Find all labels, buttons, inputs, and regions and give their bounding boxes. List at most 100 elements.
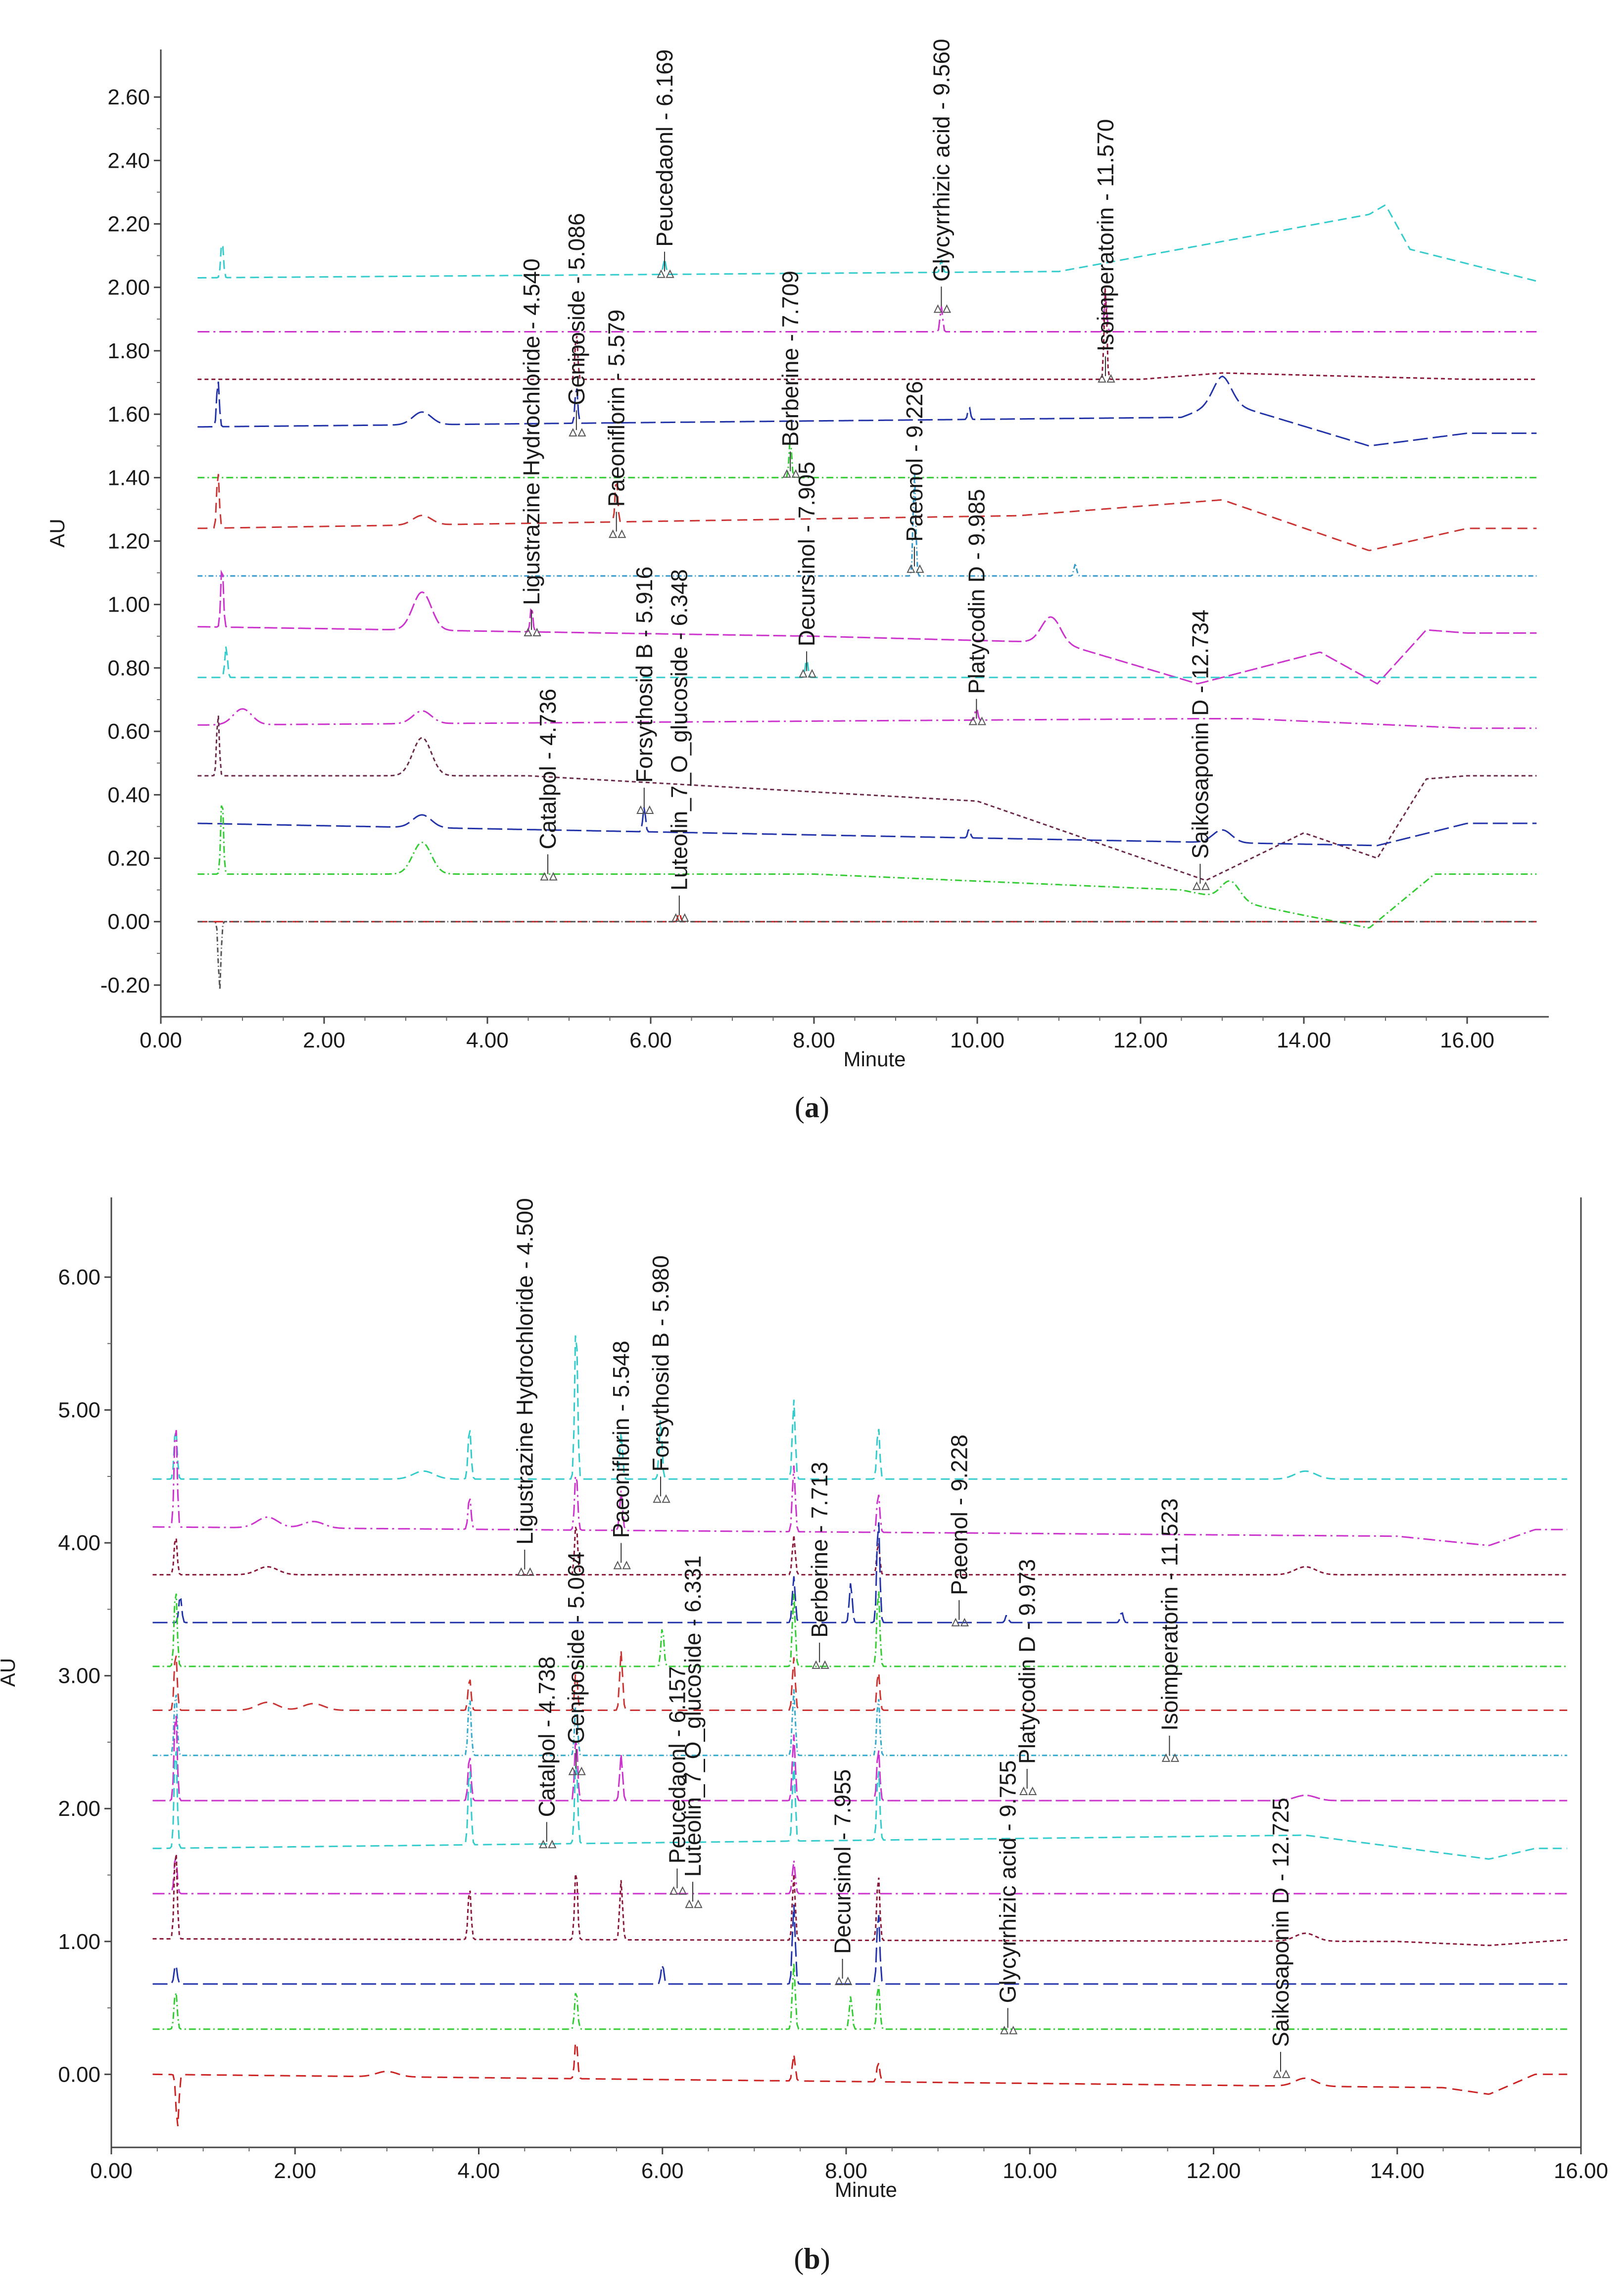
peak-label: Paeoniflorin - 5.579: [604, 309, 629, 507]
chromatogram-trace: [152, 1522, 1568, 1623]
x-axis-label: Minute: [835, 2178, 897, 2201]
peak-integration-marker: [517, 1567, 534, 1576]
y-tick-label: 2.40: [107, 148, 150, 173]
y-tick-label: 0.60: [107, 719, 150, 744]
peak-integration-marker: [1192, 881, 1210, 890]
panel-a-caption: (a): [795, 1091, 829, 1124]
peak-integration-marker: [540, 872, 558, 881]
peak-integration-marker: [669, 1886, 687, 1895]
y-tick-label: 4.00: [58, 1531, 100, 1555]
y-tick-label: 1.40: [107, 466, 150, 490]
x-tick-label: 12.00: [1186, 2159, 1241, 2183]
chromatogram-trace: [152, 1963, 1568, 2030]
chromatogram-trace: [152, 1591, 1568, 1667]
chromatogram-trace: [197, 287, 1537, 380]
x-tick-label: 16.00: [1440, 1028, 1494, 1052]
chromatogram-trace: [197, 921, 1537, 990]
peak-label: Luteolin_7_O_glucoside - 6.348: [667, 569, 692, 891]
peak-label: Saikosaponin D - 12.734: [1187, 610, 1213, 859]
peak-label: Paeoniflorin - 5.548: [608, 1341, 634, 1538]
peak-label: Decursinol - 7.955: [830, 1769, 856, 1954]
peak-label: Berberine - 7.713: [807, 1462, 832, 1637]
peak-label: Glycyrrhizic acid - 9.560: [928, 39, 954, 282]
x-tick-label: 14.00: [1370, 2159, 1425, 2183]
y-tick-label: 0.00: [58, 2062, 100, 2087]
peak-label: Paeonol - 9.228: [946, 1434, 972, 1595]
peak-label: Isoimperatorin - 11.570: [1093, 119, 1118, 352]
peak-label: Catalpol - 4.738: [534, 1657, 560, 1817]
chromatogram-trace: [197, 715, 1537, 881]
peak-label: Ligustrazine Hydrochloride - 4.500: [512, 1198, 537, 1545]
peak-label: Decursinol - 7.905: [794, 462, 819, 646]
peak-integration-marker: [657, 269, 674, 278]
chromatogram-trace: [197, 204, 1537, 282]
panel-b-chromatogram: 0.00 1.00 2.00 3.00 4.00 5.00 6.00 0.00 2.00 4.00…: [0, 1197, 1608, 2201]
peak-label: Paeonol - 9.226: [902, 381, 927, 542]
y-tick-label: 2.00: [58, 1797, 100, 1821]
peak-label: Luteolin_7_O_glucoside - 6.331: [680, 1556, 706, 1877]
chromatogram-trace: [152, 1857, 1568, 1895]
peak-label: Geniposide - 5.064: [563, 1552, 589, 1744]
peak-integration-marker: [613, 1561, 631, 1569]
x-tick-label: 2.00: [303, 1028, 345, 1052]
chromatogram-trace: [197, 807, 1537, 847]
chromatogram-trace: [152, 1904, 1568, 1985]
y-tick-label: 2.00: [107, 276, 150, 300]
y-tick-label: 0.40: [107, 783, 150, 807]
x-tick-label: 8.00: [825, 2159, 867, 2183]
peak-label: Ligustrazine Hydrochloride - 4.540: [519, 258, 544, 605]
peak-integration-marker: [799, 669, 816, 678]
x-tick-label: 12.00: [1113, 1028, 1168, 1052]
y-tick-label: -0.20: [100, 973, 150, 998]
x-tick-label: 4.00: [458, 2159, 500, 2183]
peak-integration-marker: [1161, 1753, 1180, 1762]
peak-integration-marker: [653, 1494, 670, 1503]
x-tick-label: 10.00: [1003, 2159, 1057, 2183]
peak-integration-marker: [1273, 2069, 1290, 2078]
x-tick-label: 16.00: [1554, 2159, 1608, 2183]
chromatogram-trace: [197, 473, 1537, 577]
x-axis-label: Minute: [843, 1047, 906, 1071]
peak-integration-marker: [782, 469, 800, 478]
peak-label: Platycodin D - 9.985: [963, 489, 989, 694]
x-tick-label: 10.00: [950, 1028, 1004, 1052]
y-tick-label: 0.00: [107, 910, 150, 934]
peak-label: Catalpol - 4.736: [535, 689, 561, 850]
x-tick-label: 8.00: [793, 1028, 835, 1052]
chromatogram-trace: [197, 646, 1537, 678]
peak-integration-marker: [968, 716, 986, 725]
peak-integration-marker: [1019, 1786, 1037, 1795]
peak-label: Isoimperatorin - 11.523: [1156, 1498, 1182, 1731]
chromatogram-trace: [152, 1526, 1568, 1576]
chromatogram-trace: [197, 570, 1537, 685]
chromatogram-trace: [152, 1853, 1568, 1947]
y-tick-label: 2.60: [107, 85, 150, 109]
peak-integration-marker: [636, 805, 654, 814]
chromatogram-trace: [152, 1751, 1568, 1860]
x-tick-label: 0.00: [90, 2159, 133, 2183]
peak-integration-marker: [671, 913, 689, 922]
peak-label: Peucedaonl - 6.169: [652, 49, 677, 247]
y-axis-label: AU: [46, 519, 69, 547]
peak-integration-marker: [569, 428, 586, 437]
x-tick-label: 6.00: [629, 1028, 672, 1052]
peak-label: Forsythosid B - 5.980: [648, 1255, 673, 1472]
y-tick-label: 3.00: [58, 1664, 100, 1688]
peak-label: Peucedaonl - 6.157: [664, 1666, 690, 1863]
chromatogram-trace: [197, 375, 1537, 447]
y-tick-label: 1.00: [58, 1930, 100, 1954]
y-tick-label: 1.20: [107, 529, 150, 554]
y-tick-label: 1.60: [107, 402, 150, 427]
x-tick-label: 4.00: [466, 1028, 509, 1052]
chromatogram-trace: [152, 1650, 1568, 1711]
peak-integration-marker: [834, 1976, 853, 1985]
x-tick-label: 2.00: [274, 2159, 316, 2183]
y-tick-label: 1.00: [107, 593, 150, 617]
panel-b-caption: (b): [794, 2242, 830, 2275]
peak-integration-marker: [1000, 2026, 1018, 2035]
chromatogram-trace: [152, 1715, 1568, 1802]
chromatogram-trace: [197, 295, 1537, 333]
peak-integration-marker: [1098, 374, 1115, 383]
peak-integration-marker: [907, 564, 924, 573]
peak-label: Glycyrrhizic acid - 9.755: [995, 1760, 1021, 2003]
